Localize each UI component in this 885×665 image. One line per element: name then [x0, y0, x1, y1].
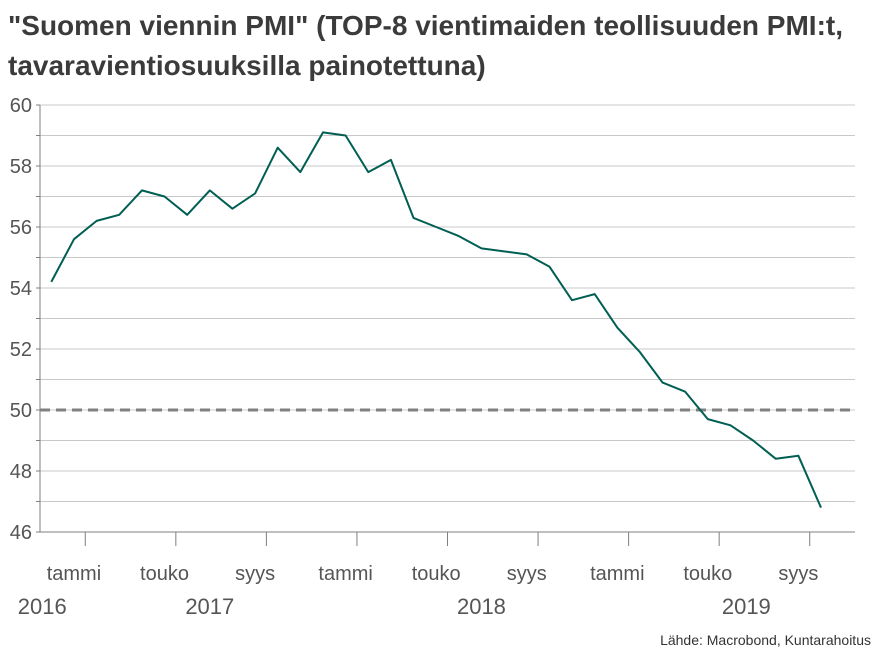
y-tick-label: 50 [10, 400, 32, 422]
x-year-label: 2018 [457, 594, 506, 619]
x-tick-label: touko [412, 563, 461, 585]
y-tick-label: 60 [10, 95, 32, 117]
x-tick-label: syys [507, 563, 547, 585]
series-layer [40, 131, 855, 508]
source-note: Lähde: Macrobond, Kuntarahoitus [660, 632, 871, 648]
x-tick-label: tammi [590, 563, 644, 585]
series-line [50, 131, 822, 508]
y-tick-label: 48 [10, 461, 32, 483]
x-tick-label: tammi [47, 563, 101, 585]
grid-layer [40, 104, 855, 502]
y-tick-label: 52 [10, 339, 32, 361]
y-tick-label: 58 [10, 156, 32, 178]
x-tick-label: syys [778, 563, 818, 585]
x-year-label: 2017 [185, 594, 234, 619]
x-tick-label: tammi [318, 563, 372, 585]
y-tick-label: 54 [10, 278, 32, 300]
x-tick-label: touko [140, 563, 189, 585]
x-year-label: 2019 [722, 594, 771, 619]
y-tick-label: 46 [10, 522, 32, 544]
y-tick-label: 56 [10, 217, 32, 239]
chart-title: "Suomen viennin PMI" (TOP-8 vientimaiden… [8, 10, 844, 81]
x-year-label: 2016 [18, 594, 67, 619]
axis-layer [36, 104, 855, 546]
x-tick-label: touko [683, 563, 732, 585]
x-tick-label: syys [235, 563, 275, 585]
label-layer: 46 48 50 52 54 56 58 60 tammi touko syys tammi touko… [10, 95, 819, 619]
